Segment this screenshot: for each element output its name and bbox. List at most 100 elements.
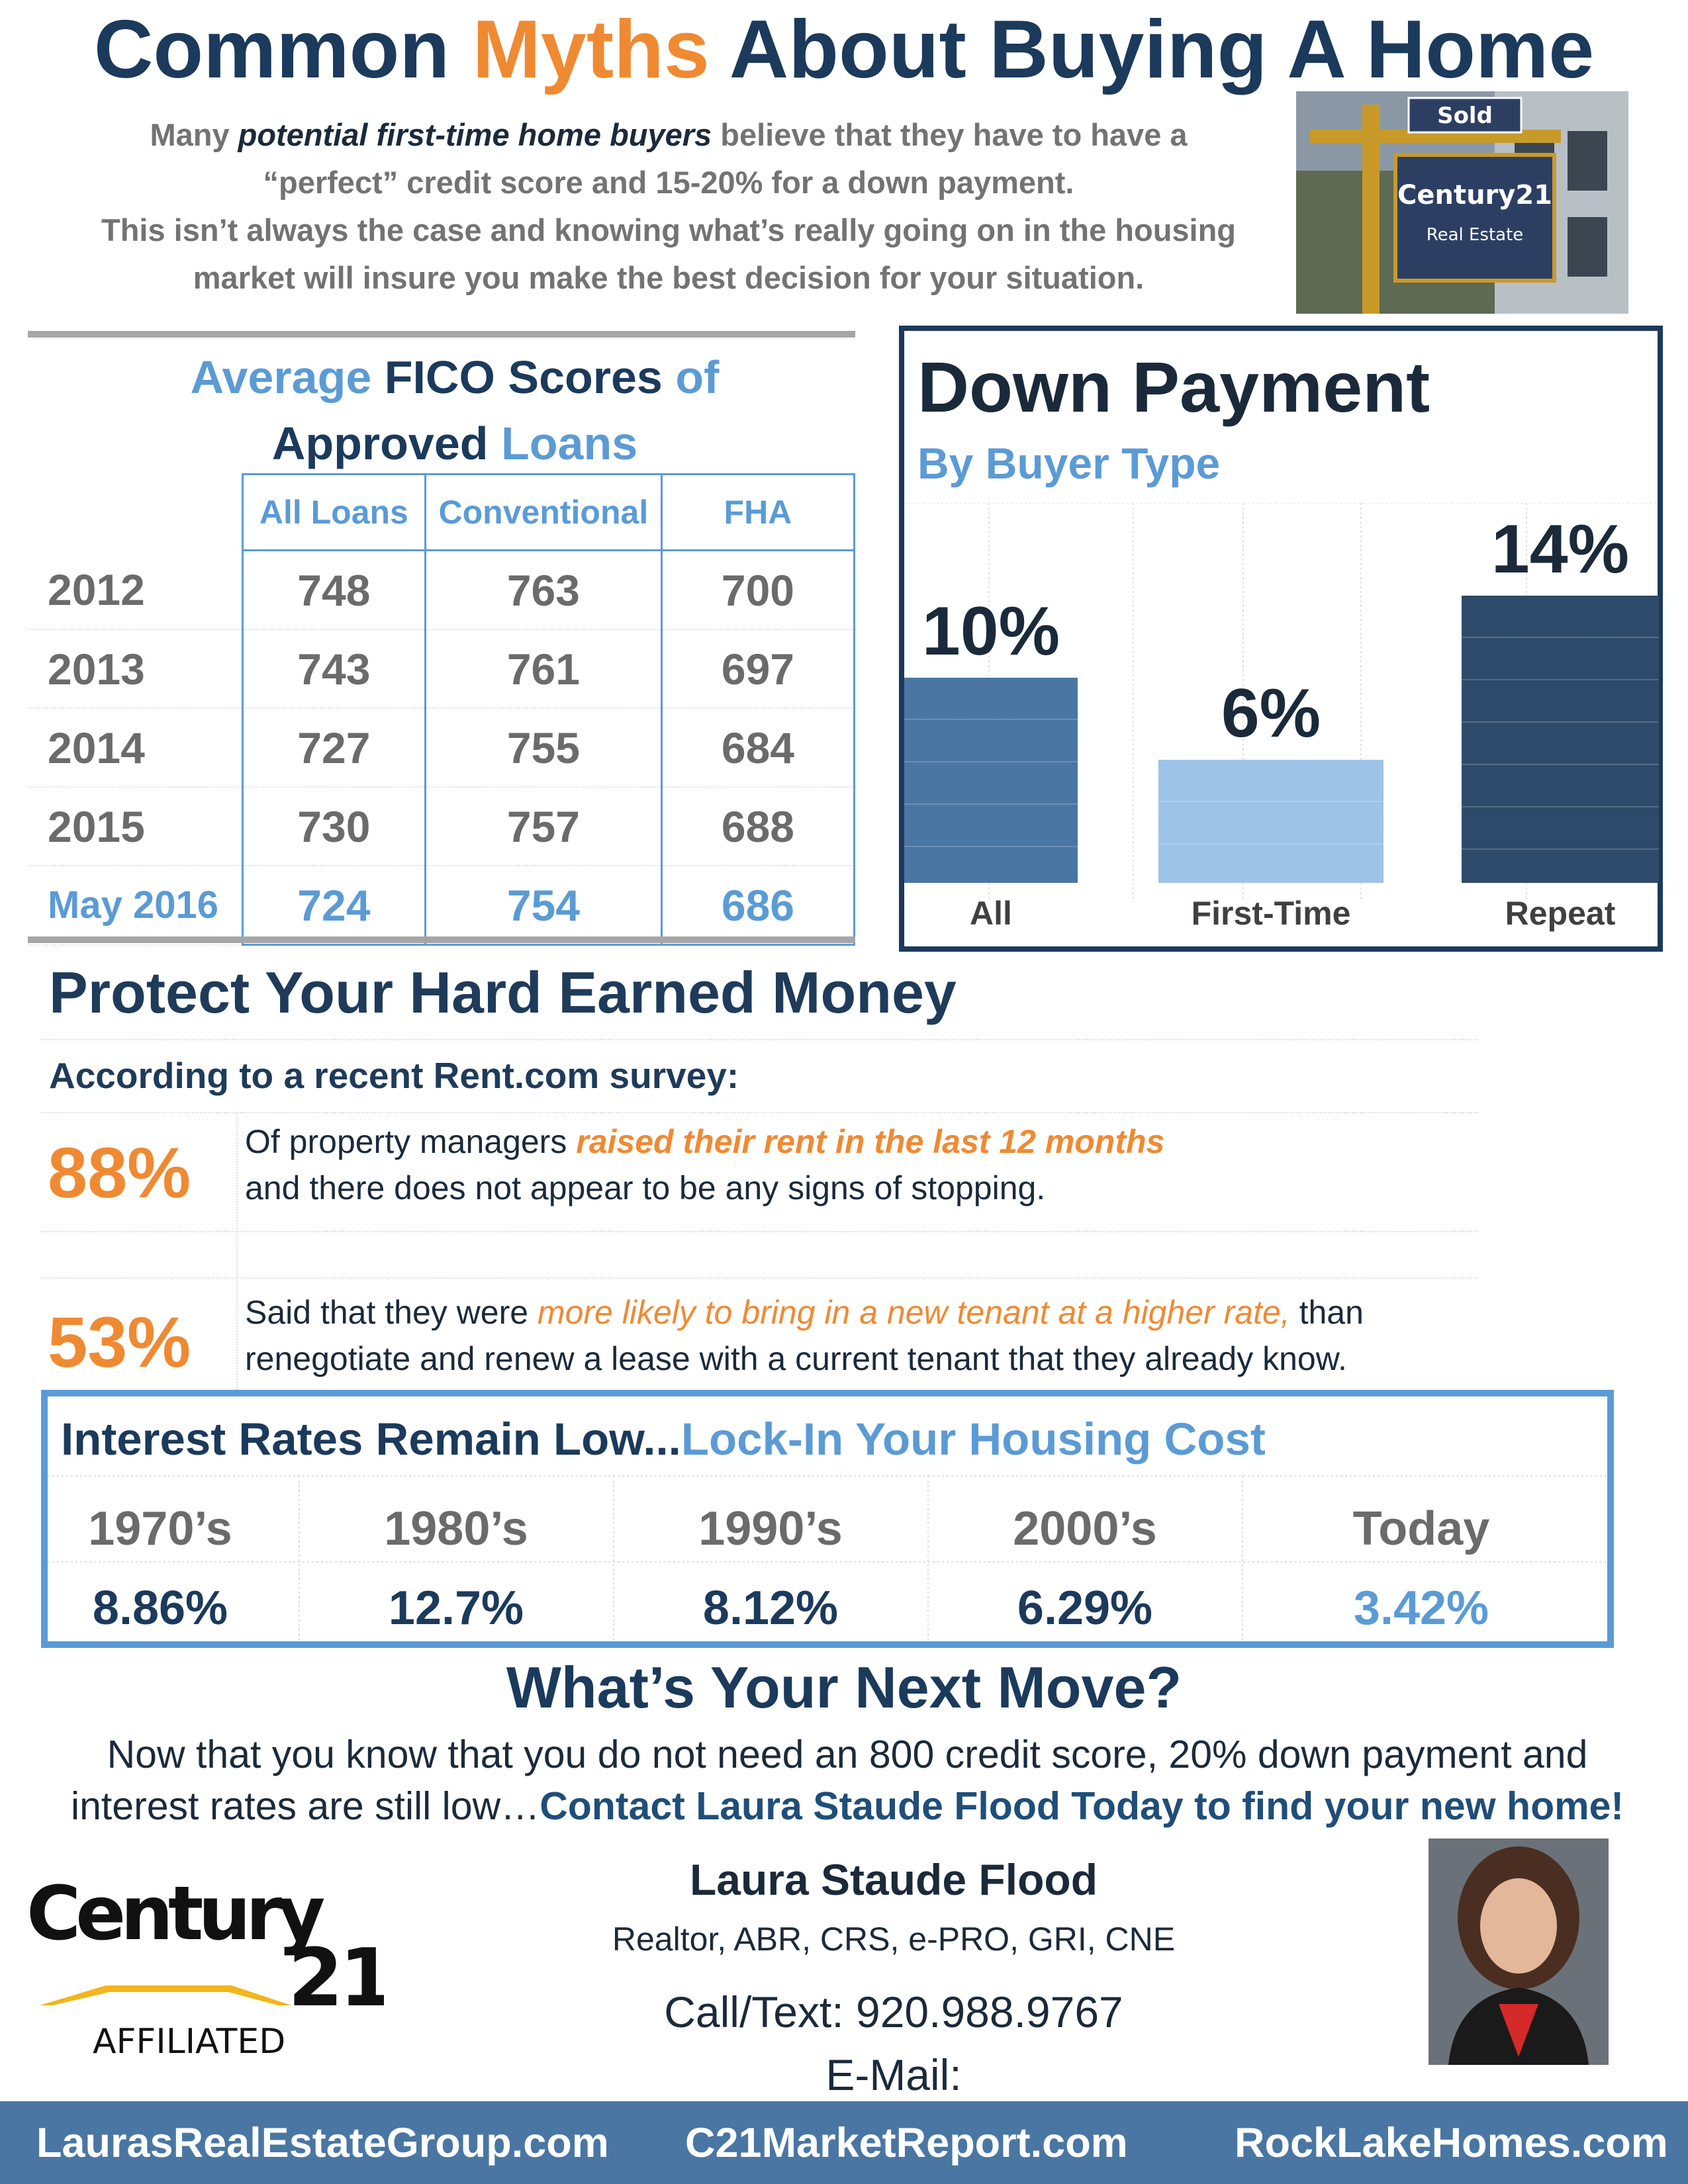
cell-conventional: 754 [424,866,662,946]
century21-logo-graphic: Century 21 ® AFFILIATED [26,1871,395,2062]
cell-all-loans: 743 [241,629,426,709]
divider [28,331,855,338]
stat1-text: Of property managers raised their rent i… [245,1118,1476,1211]
stat-53-percent: 53% [48,1302,191,1382]
row-year: 2013 [28,629,243,709]
rates-title-accent: Lock-In Your Housing Cost [680,1414,1266,1465]
rate-1980s: 12.7% [388,1582,524,1635]
intro-line: market will insure you make the best dec… [193,260,1145,295]
agent-phone[interactable]: Call/Text: 920.988.9767 [664,1987,1123,2036]
sign-brand-text: Century21 [1397,180,1552,210]
rate-1970s: 8.86% [92,1582,228,1635]
bar-value-label-repeat: 14% [1491,511,1630,588]
title-text: Common [93,4,473,95]
stat2-text: Said that they were more likely to bring… [245,1289,1476,1382]
sold-sign-illustration: Sold Century21 Real Estate [1296,91,1628,314]
decade-1970s: 1970’s [88,1502,232,1555]
decade-1990s: 1990’s [698,1502,843,1555]
cell-all-loans: 748 [241,550,426,630]
rate-today: 3.42% [1353,1582,1489,1635]
rate-2000s: 6.29% [1017,1582,1153,1635]
chart-title: Down Payment [917,347,1430,427]
cell-conventional: 755 [424,708,662,788]
cell-fha: 700 [660,550,856,630]
row-year: 2015 [28,787,243,866]
row-year: May 2016 [28,866,243,946]
cell-all-loans: 724 [241,866,426,946]
table-row: 2013 743 761 697 [28,629,856,709]
down-payment-chart: Down Payment By Buyer Type 10% 6% 14% Al… [899,326,1663,952]
stat2-emphasis: more likely to bring in a new tenant at … [537,1294,1290,1331]
interest-rates-section: Interest Rates Remain Low...Lock-In Your… [41,1390,1614,1648]
header-empty-cell [28,475,242,551]
protect-subtitle: According to a recent Rent.com survey: [49,1055,739,1096]
cell-conventional: 757 [424,787,662,866]
row-year: 2012 [28,550,243,630]
footer-bar: LaurasRealEstateGroup.com C21MarketRepor… [0,2101,1688,2184]
bar-first-time [1158,760,1383,883]
cell-conventional: 761 [424,629,662,709]
next-move-text: Now that you know that you do not need a… [13,1729,1681,1832]
column-header-conventional: Conventional [424,473,663,551]
century21-logo: Century 21 ® AFFILIATED [26,1866,395,2065]
logo-registered: ® [357,1990,375,2010]
stat2-text-post: than [1289,1294,1364,1331]
rate-1990s: 8.12% [702,1582,839,1635]
protect-money-section: Protect Your Hard Earned Money According… [28,953,1477,1390]
table-header-row: All Loans Conventional FHA [28,473,856,551]
stat2-line2: renegotiate and renew a lease with a cur… [245,1340,1347,1377]
bar-repeat [1462,596,1659,883]
logo-number: 21 [288,1933,384,2025]
cell-fha: 686 [660,866,856,946]
fico-scores-section: Average FICO Scores of Approved Loans Al… [28,331,856,946]
logo-affiliated: AFFILIATED [93,2022,285,2062]
footer-link-rock-lake-homes[interactable]: RockLakeHomes.com [1235,2120,1668,2166]
stat1-emphasis: raised their rent in the last 12 months [576,1123,1165,1160]
agent-headshot [1429,1839,1609,2065]
rates-title: Interest Rates Remain Low...Lock-In Your… [61,1410,1266,1469]
fico-table: All Loans Conventional FHA 2012 748 763 … [28,473,856,946]
fico-title-text: Approved [271,418,501,469]
decade-1980s: 1980’s [384,1502,528,1555]
footer-link-lauras-real-estate[interactable]: LaurasRealEstateGroup.com [36,2120,609,2166]
intro-line: This isn’t always the case and knowing w… [101,212,1237,248]
stat1-line2: and there does not appear to be any sign… [245,1169,1046,1206]
fico-title-text: FICO Scores [384,351,676,403]
sign-sub-text: Real Estate [1427,225,1524,245]
divider [41,1277,1477,1279]
fico-title-text: Loans [501,418,638,469]
cell-all-loans: 730 [241,787,426,866]
category-label-all: All [970,895,1012,932]
rates-title-text: Interest Rates Remain Low... [61,1414,681,1465]
category-label-repeat: Repeat [1505,895,1616,932]
divider [28,936,855,943]
table-row: May 2016 724 754 686 [28,866,856,946]
cell-all-loans: 727 [241,708,426,788]
intro-emphasis: potential first-time home buyers [238,117,712,152]
stat-88-percent: 88% [48,1132,191,1212]
footer-link-c21-market-report[interactable]: C21MarketReport.com [685,2120,1128,2166]
category-label-first-time: First-Time [1191,895,1351,932]
fico-heading: Average FICO Scores of Approved Loans [28,344,882,477]
intro-text: Many [150,117,238,152]
fico-title-text: Average [190,351,385,403]
agent-credentials: Realtor, ABR, CRS, e-PRO, GRI, CNE [612,1921,1176,1958]
next-move-title: What’s Your Next Move? [506,1655,1182,1720]
page-title: Common Myths About Buying A Home [0,0,1688,99]
intro-line: “perfect” credit score and 15-20% for a … [263,165,1074,200]
cell-fha: 684 [660,708,856,788]
table-row: 2012 748 763 700 [28,550,856,630]
cell-fha: 688 [660,787,856,866]
divider [236,1112,238,1390]
intro-paragraph: Many potential first-time home buyers be… [40,111,1297,302]
title-accent: Myths [472,4,710,95]
next-move-line1: Now that you know that you do not need a… [107,1733,1588,1776]
logo-word: Century [26,1871,324,1957]
title-text-end: About Buying A Home [709,4,1595,95]
divider [41,1039,1477,1040]
decade-2000s: 2000’s [1013,1502,1157,1555]
cell-fha: 697 [660,629,856,709]
chart-subtitle: By Buyer Type [917,439,1221,488]
row-year: 2014 [28,708,243,788]
agent-headshot-image [1429,1839,1609,2065]
